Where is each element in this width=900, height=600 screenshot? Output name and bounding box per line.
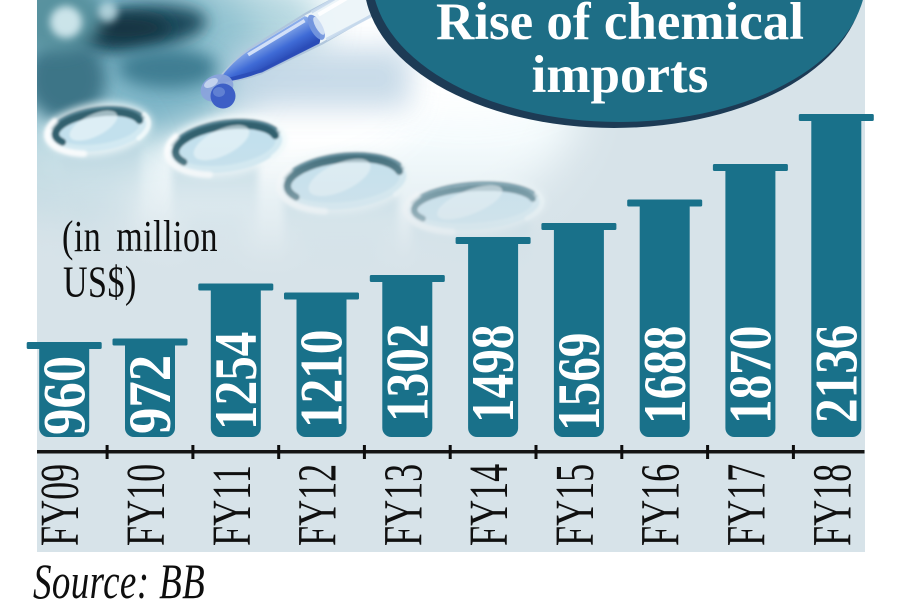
- svg-text:972: 972: [118, 355, 184, 434]
- svg-text:US$): US$): [63, 257, 137, 306]
- svg-text:1870: 1870: [717, 326, 784, 424]
- svg-text:1210: 1210: [288, 330, 355, 428]
- svg-text:FY15: FY15: [546, 464, 606, 546]
- svg-text:1688: 1688: [631, 326, 698, 424]
- svg-text:FY10: FY10: [117, 464, 177, 546]
- svg-text:FY18: FY18: [803, 464, 863, 546]
- svg-text:imports: imports: [532, 46, 709, 104]
- svg-text:960: 960: [32, 356, 98, 435]
- svg-text:FY09: FY09: [31, 464, 91, 546]
- svg-text:FY11: FY11: [203, 465, 263, 546]
- svg-text:FY14: FY14: [460, 464, 520, 546]
- svg-text:FY12: FY12: [288, 464, 348, 546]
- svg-text:2136: 2136: [803, 325, 870, 423]
- svg-text:1569: 1569: [545, 333, 612, 431]
- svg-text:1498: 1498: [460, 325, 527, 423]
- svg-text:FY16: FY16: [632, 464, 692, 546]
- svg-text:Source: BB: Source: BB: [33, 554, 205, 600]
- svg-text:FY17: FY17: [717, 464, 777, 546]
- svg-text:1302: 1302: [374, 324, 441, 422]
- svg-text:Rise of chemical: Rise of chemical: [436, 0, 804, 51]
- svg-text:FY13: FY13: [374, 464, 434, 546]
- svg-text:(in million: (in million: [62, 212, 218, 261]
- svg-text:1254: 1254: [202, 332, 269, 430]
